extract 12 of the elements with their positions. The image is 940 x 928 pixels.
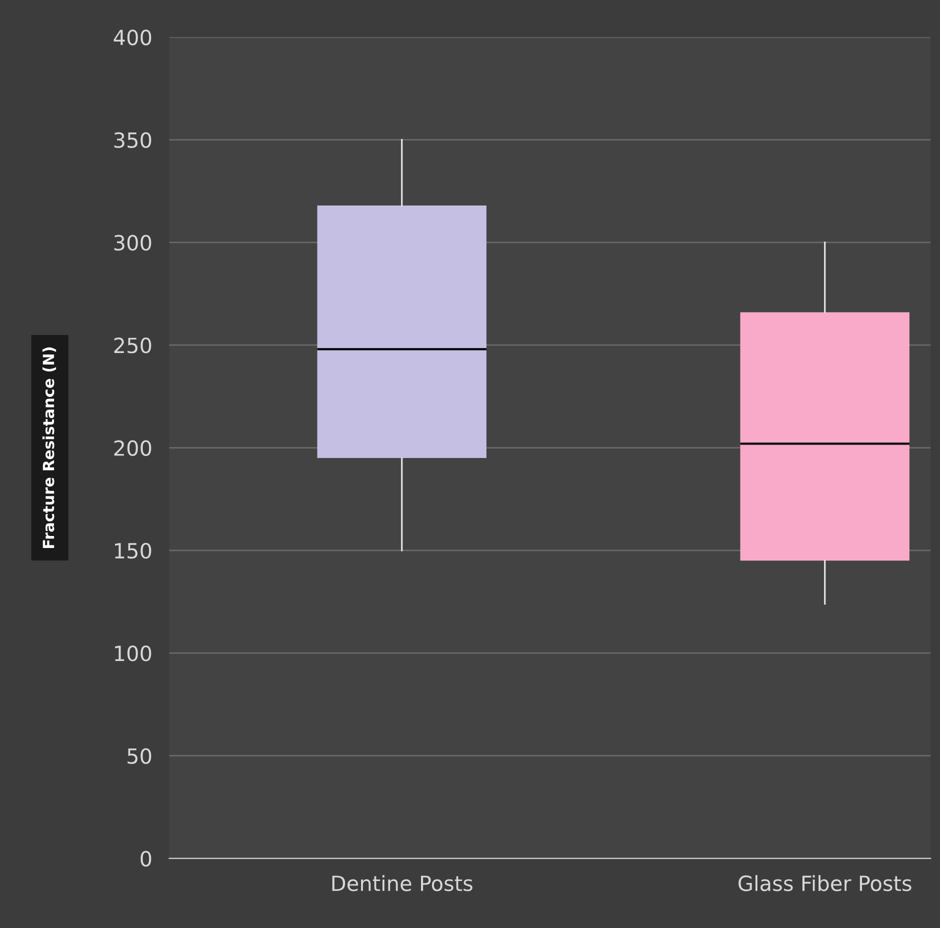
y-tick-label: 400 [114, 30, 152, 46]
y-tick-label: 300 [114, 234, 152, 251]
x-tick-label: Dentine Posts [332, 875, 472, 892]
y-tick-label: 100 [115, 646, 152, 662]
y-tick-label: 200 [114, 440, 152, 456]
y-tick-label: 350 [114, 132, 152, 148]
y-tick-label: 0 [140, 850, 152, 867]
y-tick-label: 150 [115, 542, 152, 559]
x-tick-label: Glass Fiber Posts [738, 875, 912, 892]
y-axis-title: Fracture Resistance (N) [42, 347, 56, 548]
y-tick-label: 250 [114, 338, 152, 354]
y-tick-label: 50 [128, 748, 152, 764]
